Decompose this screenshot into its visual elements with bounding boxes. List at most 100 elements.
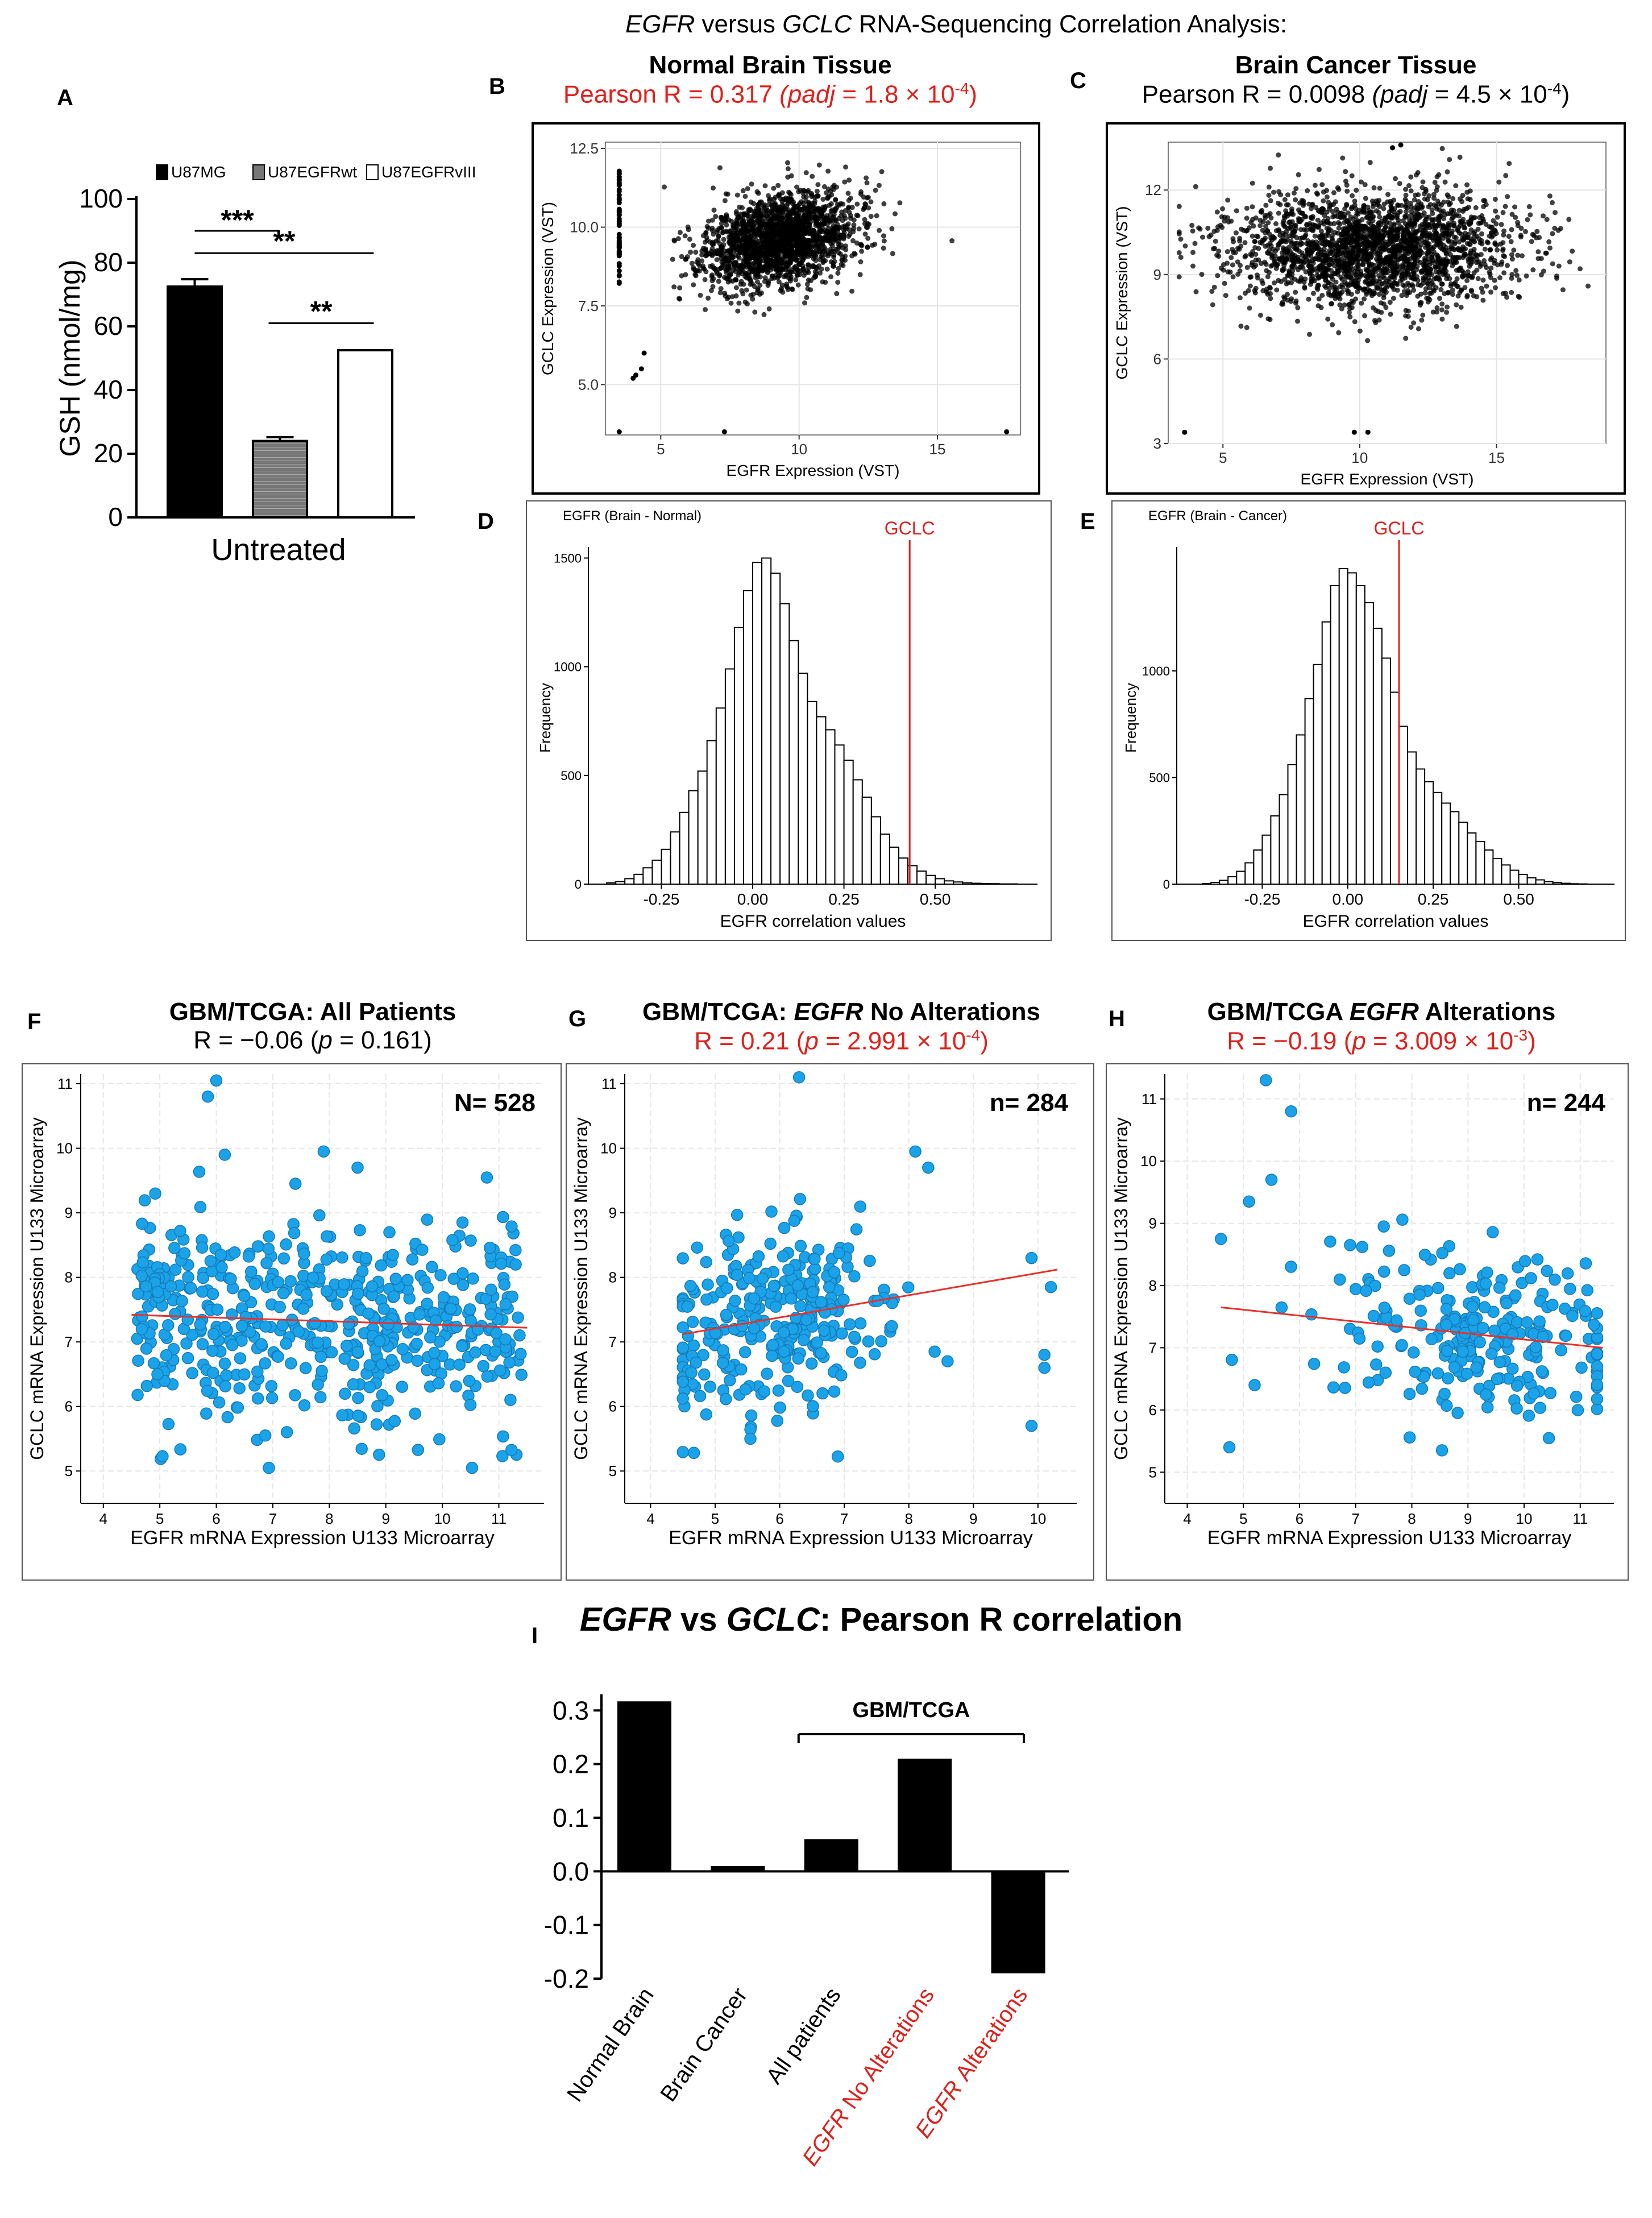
c-point: [1271, 189, 1276, 195]
c-point: [1227, 270, 1233, 275]
c-point: [1280, 230, 1285, 236]
c-point: [1502, 204, 1508, 209]
c-point: [1480, 277, 1486, 283]
c-point: [1315, 303, 1321, 309]
c-point: [1535, 256, 1541, 262]
title-b-plabel: (padj: [779, 80, 836, 109]
c-point: [1367, 288, 1373, 293]
c-point: [1248, 251, 1253, 257]
c-point: [1336, 244, 1341, 250]
b-point: [733, 268, 738, 274]
c-point: [1176, 231, 1182, 237]
e-hist-bar: [1467, 832, 1477, 885]
b-point: [825, 168, 831, 174]
c-point: [1484, 239, 1490, 245]
f-point: [197, 1271, 209, 1284]
b-point: [868, 199, 874, 205]
f-point: [180, 1337, 193, 1350]
c-point: [1285, 272, 1291, 278]
e-hist-bar: [1526, 877, 1537, 885]
title-c-line1: Brain Cancer Tissue: [1235, 51, 1477, 79]
c-point: [1423, 214, 1429, 220]
c-point: [1526, 204, 1532, 209]
b-point: [852, 251, 857, 256]
f-point: [196, 1338, 209, 1350]
b-point: [876, 183, 882, 188]
c-point: [1398, 224, 1404, 230]
b-point: [843, 164, 848, 170]
title-h-r: R = −0.19 (: [1227, 1027, 1352, 1055]
c-point: [1211, 229, 1217, 234]
c-point: [1293, 300, 1298, 306]
b-point: [710, 284, 716, 289]
c-point: [1289, 241, 1294, 246]
c-point: [1439, 307, 1445, 313]
b-point: [824, 190, 829, 196]
b-point: [813, 242, 819, 247]
d-x-tick-label: -0.25: [644, 890, 680, 908]
b-point: [775, 254, 781, 259]
b-point: [838, 201, 844, 206]
e-hist-bar: [1458, 822, 1468, 885]
b-point: [798, 238, 804, 243]
main-title-egfr: EGFR: [625, 10, 695, 38]
c-point: [1585, 283, 1591, 289]
c-point: [1197, 226, 1203, 232]
c-point: [1493, 285, 1498, 291]
f-point: [181, 1351, 194, 1365]
c-point: [1442, 212, 1448, 217]
c-point: [1471, 293, 1476, 299]
e-hist-bar: [1416, 768, 1426, 885]
b-point: [734, 192, 740, 198]
c-point: [1425, 271, 1430, 276]
c-point: [1433, 275, 1439, 280]
b-point: [716, 233, 721, 239]
b-x-tick-label: 15: [929, 441, 946, 458]
c-point: [1467, 242, 1473, 247]
c-point: [1382, 247, 1388, 252]
b-x-tick-label: 10: [791, 441, 807, 458]
d-hist-bar: [779, 603, 790, 885]
c-point: [1401, 259, 1407, 264]
b-point: [630, 375, 636, 381]
b-point: [822, 205, 828, 210]
d-hist-bar: [615, 881, 626, 885]
c-point: [1230, 247, 1235, 252]
c-point: [1315, 287, 1321, 292]
a-sig-stars: **: [273, 225, 296, 257]
b-point: [769, 276, 775, 281]
c-point: [1348, 214, 1354, 220]
c-point: [1314, 266, 1320, 271]
c-point: [1226, 219, 1231, 225]
b-point: [616, 261, 622, 267]
b-point: [679, 254, 684, 259]
c-point: [1389, 200, 1394, 206]
c-point: [1346, 210, 1351, 216]
c-x-tick-label: 5: [1219, 449, 1227, 466]
c-point: [1381, 206, 1387, 212]
b-point: [775, 183, 781, 188]
b-point: [677, 230, 683, 235]
c-point: [1340, 226, 1346, 232]
b-point: [780, 202, 785, 208]
b-point: [735, 308, 741, 314]
title-g-line1: GBM/TCGA: EGFR No Alterations: [597, 998, 1086, 1026]
e-hist-bar: [1475, 841, 1485, 885]
b-point: [705, 218, 711, 224]
b-point: [795, 235, 800, 241]
b-point: [748, 292, 754, 298]
c-point: [1243, 253, 1248, 259]
b-point: [816, 209, 821, 214]
b-y-tick-label: 5.0: [578, 376, 599, 393]
d-hist-bar: [743, 590, 754, 885]
b-point: [777, 226, 782, 232]
b-point: [864, 175, 869, 181]
f-point: [314, 1391, 327, 1404]
f-point: [321, 1230, 333, 1243]
panel-e-frame: [1111, 500, 1626, 941]
c-point: [1433, 230, 1439, 236]
c-point: [1445, 199, 1451, 205]
b-point: [850, 238, 856, 243]
c-point: [1388, 235, 1393, 241]
f-point: [437, 1291, 450, 1304]
